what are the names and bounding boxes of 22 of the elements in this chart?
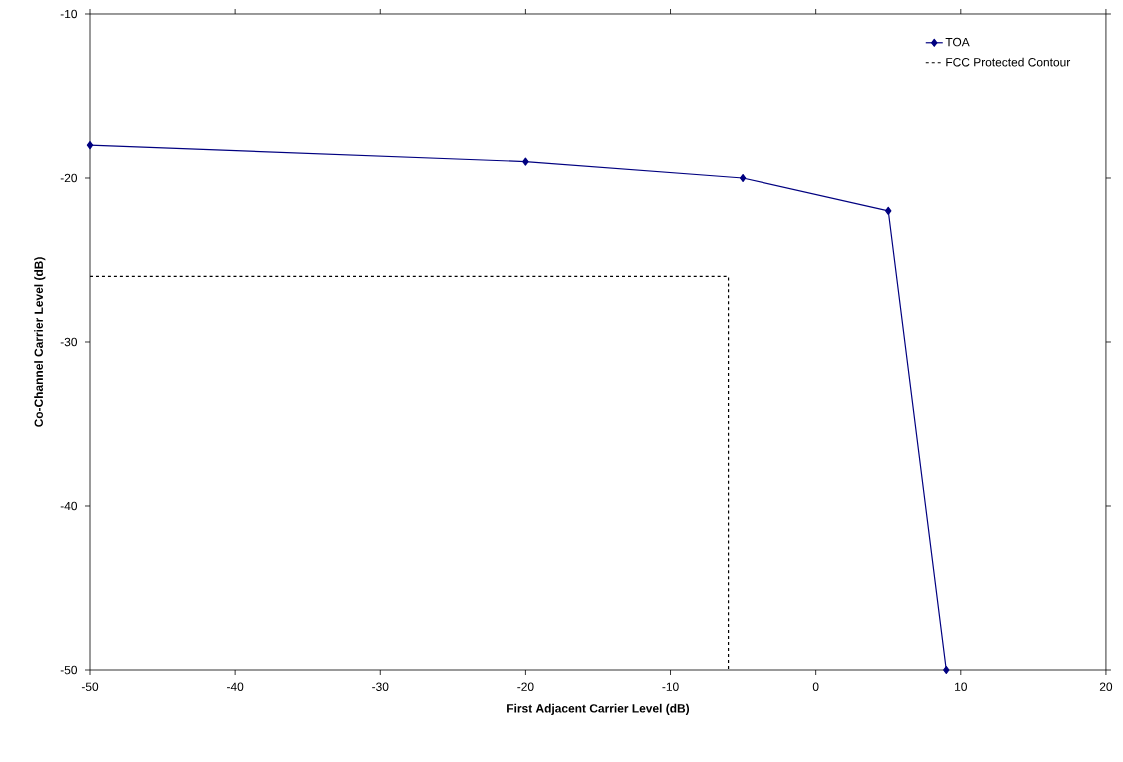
x-tick-label: -30 <box>372 682 389 691</box>
x-tick-label: -50 <box>81 682 99 691</box>
x-tick-label: 10 <box>955 682 967 691</box>
point <box>885 206 892 215</box>
legend-label: TOA <box>945 37 970 47</box>
y-tick-label: -20 <box>60 173 78 183</box>
x-axis-title: First Adjacent Carrier Level (dB) <box>507 703 690 715</box>
x-tick-label: -20 <box>517 682 534 691</box>
point <box>522 157 529 166</box>
point <box>86 141 94 150</box>
x-tick-label: -40 <box>227 682 244 691</box>
x-tick-label: 0 <box>812 682 819 691</box>
y-tick-label: -50 <box>60 665 78 675</box>
x-tick-label: -10 <box>662 682 679 691</box>
y-tick-label: -40 <box>60 501 78 511</box>
y-tick-label: -10 <box>60 9 78 19</box>
legend-label: FCC Protected Contour <box>946 57 1071 67</box>
point <box>739 173 747 183</box>
y-axis-title: Co-Channel Carrier Level (dB) <box>34 257 46 427</box>
point <box>943 665 950 675</box>
y-tick-label: -30 <box>60 337 78 347</box>
x-tick-label: 20 <box>1099 682 1113 691</box>
